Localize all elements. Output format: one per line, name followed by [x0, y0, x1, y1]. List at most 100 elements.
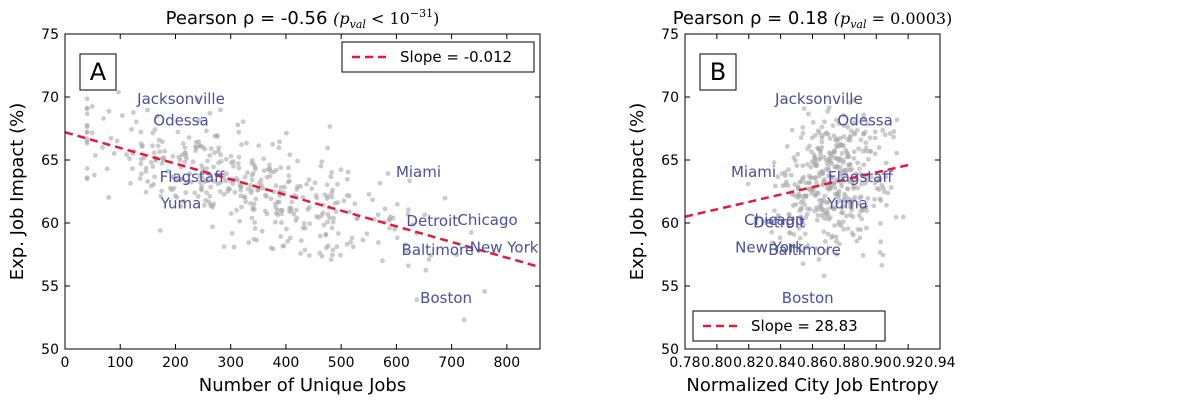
city-label: Detroit — [406, 212, 458, 230]
scatter-point — [806, 186, 811, 192]
scatter-point — [771, 160, 777, 166]
scatter-point — [151, 181, 156, 187]
scatter-point — [789, 127, 795, 133]
scatter-point — [193, 144, 199, 150]
scatter-point — [104, 166, 110, 172]
scatter-point — [826, 105, 832, 111]
scatter-point — [840, 160, 846, 165]
city-label: Flagstaff — [160, 168, 225, 186]
scatter-point — [236, 165, 242, 171]
scatter-point — [287, 235, 293, 241]
scatter-point — [151, 150, 157, 156]
scatter-point — [327, 215, 333, 221]
city-label: Boston — [420, 289, 472, 307]
scatter-point — [211, 201, 217, 207]
scatter-point — [809, 149, 814, 155]
scatter-point — [92, 153, 98, 158]
scatter-point — [831, 206, 837, 212]
scatter-point — [143, 189, 149, 195]
scatter-point — [858, 227, 864, 233]
scatter-point — [872, 129, 878, 135]
city-label: Odessa — [837, 111, 892, 129]
scatter-point — [847, 162, 852, 168]
scatter-point — [208, 146, 214, 152]
city-label: Chicago — [744, 211, 804, 229]
scatter-point — [159, 188, 165, 194]
scatter-point — [242, 174, 248, 180]
scatter-point — [106, 195, 112, 200]
scatter-point — [797, 235, 803, 241]
scatter-point — [812, 208, 818, 214]
scatter-point — [152, 174, 158, 180]
scatter-point — [232, 189, 238, 195]
scatter-point — [849, 207, 855, 213]
scatter-point — [216, 160, 221, 166]
scatter-point — [812, 175, 818, 181]
scatter-point — [883, 160, 889, 166]
scatter-point — [805, 161, 810, 167]
scatter-point — [352, 201, 358, 207]
scatter-point — [819, 213, 825, 219]
scatter-point — [843, 147, 849, 153]
scatter-point — [270, 141, 276, 147]
scatter-point — [798, 135, 804, 141]
scatter-point — [817, 202, 823, 208]
scatter-point — [795, 151, 801, 157]
scatter-point — [330, 219, 336, 225]
scatter-point — [841, 226, 847, 232]
scatter-point — [880, 185, 886, 191]
scatter-point — [84, 130, 90, 135]
scatter-point — [256, 143, 262, 149]
scatter-point — [199, 163, 205, 169]
scatter-point — [880, 252, 886, 258]
y-tick-label: 65 — [661, 153, 679, 169]
scatter-point — [236, 129, 242, 135]
scatter-point — [442, 195, 448, 201]
scatter-point — [876, 145, 882, 150]
x-tick-label: 0.94 — [924, 355, 955, 371]
scatter-point — [826, 168, 831, 173]
scatter-point — [171, 174, 177, 180]
scatter-point — [820, 170, 826, 176]
legend-box — [692, 310, 886, 342]
scatter-point — [223, 178, 228, 184]
scatter-point — [482, 288, 488, 294]
city-label: New York — [470, 239, 539, 257]
scatter-point — [812, 132, 818, 138]
scatter-point — [834, 156, 840, 162]
scatter-point — [157, 149, 163, 155]
scatter-point — [246, 240, 252, 246]
scatter-point — [771, 218, 776, 224]
scatter-point — [790, 216, 796, 222]
city-label: Miami — [396, 163, 441, 181]
scatter-point — [840, 210, 846, 216]
scatter-point — [422, 212, 428, 218]
scatter-point — [178, 203, 184, 209]
scatter-point — [786, 167, 791, 172]
scatter-point — [84, 111, 90, 117]
scatter-point — [394, 201, 400, 207]
scatter-point — [344, 176, 350, 182]
scatter-point — [336, 231, 341, 236]
scatter-point — [805, 243, 811, 248]
scatter-point — [183, 153, 189, 159]
scatter-point — [264, 194, 269, 199]
scatter-point — [138, 129, 144, 135]
scatter-point — [138, 171, 144, 177]
x-tick-label: 800 — [493, 355, 520, 371]
scatter-point — [800, 261, 806, 267]
scatter-point — [387, 225, 392, 231]
scatter-point — [335, 181, 340, 187]
scatter-point — [204, 128, 209, 134]
scatter-point — [831, 148, 837, 154]
scatter-point — [826, 216, 832, 222]
scatter-point — [251, 206, 257, 212]
scatter-point — [842, 169, 848, 175]
scatter-point — [861, 117, 867, 122]
scatter-point — [282, 184, 287, 190]
scatter-point — [174, 195, 180, 200]
scatter-point — [888, 185, 894, 190]
scatter-point — [782, 182, 788, 188]
scatter-point — [801, 106, 807, 112]
scatter-point — [772, 208, 777, 214]
